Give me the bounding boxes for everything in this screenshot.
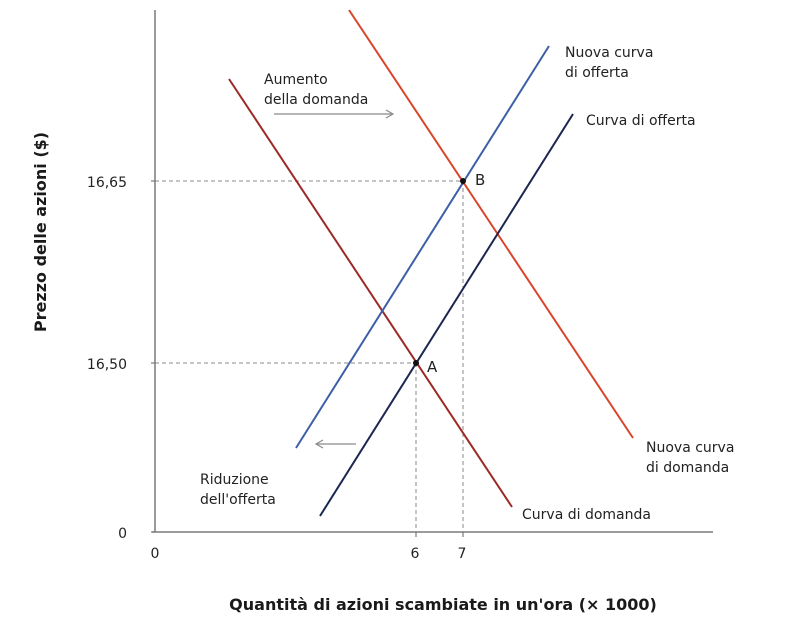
new-demand-label-line1: Nuova curva bbox=[646, 440, 734, 456]
y-tick-label: 16,65 bbox=[87, 175, 127, 191]
x-axis-title: Quantità di azioni scambiate in un'ora (… bbox=[229, 595, 657, 614]
supply-decrease-annotation-line2: dell'offerta bbox=[200, 492, 276, 508]
demand-curve bbox=[228, 78, 513, 508]
supply-label: Curva di offerta bbox=[586, 113, 696, 129]
new-demand-curve bbox=[348, 9, 634, 439]
supply-shift-arrow-icon bbox=[314, 439, 356, 449]
x-tick-label: 7 bbox=[458, 546, 467, 562]
demand-increase-annotation-line1: Aumento bbox=[264, 72, 328, 88]
new-supply-label-line2: di offerta bbox=[565, 65, 629, 81]
new-demand-label-line2: di domanda bbox=[646, 460, 729, 476]
y-tick-label: 0 bbox=[118, 526, 127, 542]
new-supply-label-line1: Nuova curva bbox=[565, 45, 653, 61]
demand-shift-arrow-icon bbox=[274, 109, 395, 119]
x-tick-label: 0 bbox=[151, 546, 160, 562]
y-tick-label: 16,50 bbox=[87, 357, 127, 373]
supply-curve bbox=[319, 113, 574, 517]
point-b-label: B bbox=[475, 171, 485, 189]
point-a-label: A bbox=[427, 358, 438, 376]
y-axis-title: Prezzo delle azioni ($) bbox=[31, 132, 50, 332]
demand-increase-annotation-line2: della domanda bbox=[264, 92, 368, 108]
demand-label: Curva di domanda bbox=[522, 507, 651, 523]
supply-decrease-annotation-line1: Riduzione bbox=[200, 472, 269, 488]
point-a-marker bbox=[413, 360, 419, 366]
point-b-marker bbox=[460, 178, 466, 184]
x-tick-label: 6 bbox=[411, 546, 420, 562]
new-supply-curve bbox=[295, 45, 550, 449]
